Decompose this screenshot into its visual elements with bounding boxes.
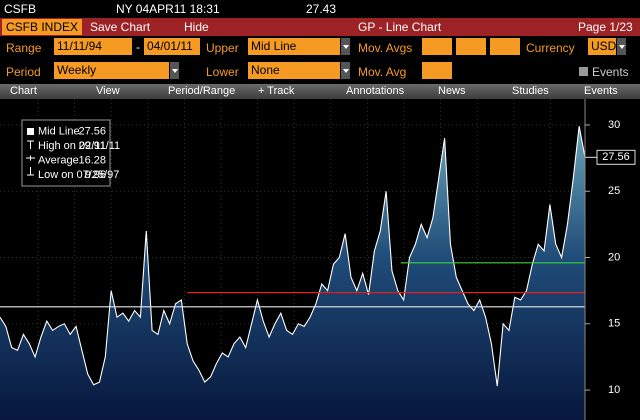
area-fill [0, 126, 585, 420]
mov-avg-field[interactable] [456, 38, 486, 55]
legend-icon [27, 140, 34, 149]
legend-icon [26, 155, 35, 161]
last-value-label: 27.56 [602, 151, 630, 163]
legend-value: 29.91 [78, 140, 106, 152]
menu-bar: CSFB INDEX Save Chart Hide GP - Line Cha… [0, 18, 640, 36]
ticker: CSFB [4, 2, 37, 16]
hide-button[interactable]: Hide [184, 20, 209, 34]
dropdown[interactable] [341, 38, 350, 55]
legend-frame [21, 119, 111, 187]
currency-label: Currency [526, 41, 575, 55]
upper-select[interactable]: Mid Line [248, 38, 340, 55]
currency-select[interactable]: USD [588, 38, 616, 55]
legend-value: 9.96 [85, 169, 106, 181]
toolbar-button[interactable]: Studies [512, 85, 549, 97]
mov-avgs-label: Mov. Avgs [358, 41, 413, 55]
lower-label: Lower [206, 65, 239, 79]
price: 27.43 [306, 2, 337, 16]
toolbar-button[interactable]: Period/Range [168, 85, 236, 97]
location-time: NY 04APR11 18:31 [116, 2, 220, 16]
mov-avg-field[interactable] [422, 38, 452, 55]
legend-label: Average [38, 154, 79, 166]
range-end[interactable]: 04/01/11 [144, 38, 200, 55]
events-checkbox[interactable] [579, 67, 588, 76]
mov-avg-field[interactable] [422, 62, 452, 79]
settings-row: Range 11/11/94 - 04/01/11 Upper Mid Line… [0, 38, 640, 58]
legend-value: 16.28 [78, 154, 106, 166]
mov-avg-label: Mov. Avg [358, 65, 407, 79]
security-button[interactable]: CSFB INDEX [2, 19, 83, 35]
y-tick-label: 10 [608, 384, 620, 396]
legend-label: Mid Line [38, 125, 80, 137]
toolbar: Chart View Period/Range + Track Annotati… [0, 84, 640, 99]
y-tick-label: 15 [608, 318, 620, 330]
toolbar-button[interactable]: + Track [258, 85, 295, 97]
toolbar-button[interactable]: Events [584, 85, 618, 97]
dropdown[interactable] [617, 38, 626, 55]
y-tick-label: 25 [608, 185, 620, 197]
settings-row: Period Weekly Lower None Mov. Avg Events [0, 62, 640, 82]
dropdown[interactable] [170, 62, 179, 79]
mov-avg-field[interactable] [490, 38, 520, 55]
header-bar: CSFB NY 04APR11 18:31 27.43 [0, 0, 640, 18]
range-label: Range [6, 41, 42, 55]
legend-value: 27.56 [78, 125, 106, 137]
legend-icon [27, 167, 34, 176]
range-start[interactable]: 11/11/94 [54, 38, 132, 55]
toolbar-button[interactable]: Annotations [346, 85, 405, 97]
period-label: Period [6, 65, 41, 79]
dropdown[interactable] [341, 62, 350, 79]
legend-swatch [27, 128, 34, 135]
y-tick-label: 20 [608, 251, 620, 263]
toolbar-button[interactable]: News [438, 85, 466, 97]
toolbar-button[interactable]: View [96, 85, 120, 97]
page-indicator: Page 1/23 [578, 20, 633, 34]
legend-label: High on 02/11/11 [38, 140, 120, 152]
toolbar-button[interactable]: Chart [10, 85, 37, 97]
lower-select[interactable]: None [248, 62, 340, 79]
legend-label: Low on 07/25/97 [38, 169, 119, 181]
upper-label: Upper [206, 41, 239, 55]
function-title: GP - Line Chart [358, 20, 442, 34]
period-select[interactable]: Weekly [54, 62, 169, 79]
events-label: Events [592, 65, 629, 79]
y-tick-label: 30 [608, 119, 620, 131]
price-line [0, 126, 586, 387]
save-chart-button[interactable]: Save Chart [90, 20, 151, 34]
range-separator: - [136, 40, 140, 54]
